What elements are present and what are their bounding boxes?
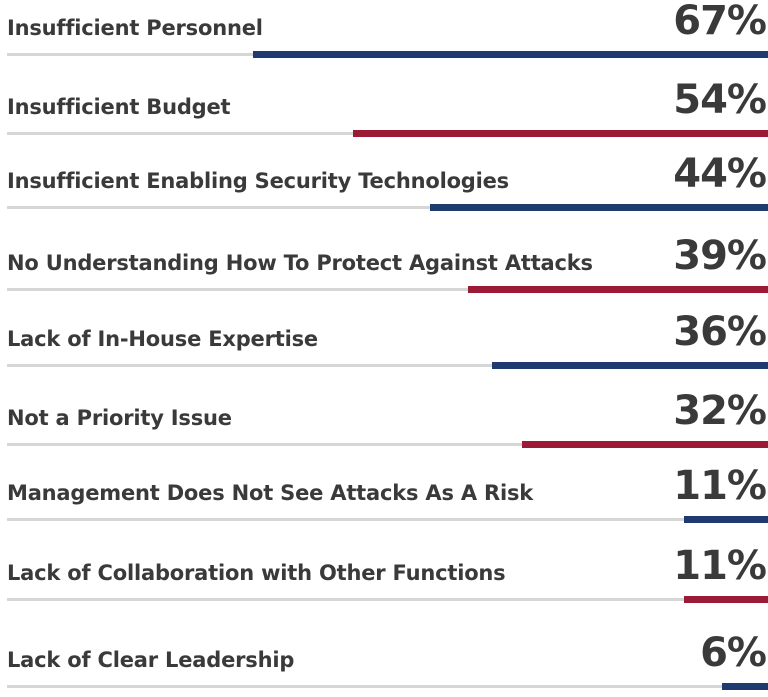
chart-row: No Understanding How To Protect Against … bbox=[0, 233, 768, 297]
bar bbox=[684, 516, 768, 523]
chart-row: Management Does Not See Attacks As A Ris… bbox=[0, 463, 768, 527]
bar-track bbox=[7, 685, 768, 688]
value-label: 39% bbox=[673, 233, 767, 279]
bar bbox=[722, 683, 768, 690]
bar bbox=[492, 362, 768, 369]
bar-track bbox=[7, 364, 768, 367]
value-label: 67% bbox=[673, 0, 767, 44]
category-label: Insufficient Personnel bbox=[7, 16, 263, 40]
chart-row: Lack of In-House Expertise 36% bbox=[0, 309, 768, 373]
category-label: Management Does Not See Attacks As A Ris… bbox=[7, 481, 534, 505]
category-label: No Understanding How To Protect Against … bbox=[7, 251, 593, 275]
bar bbox=[468, 286, 768, 293]
bar bbox=[522, 441, 768, 448]
bar-track bbox=[7, 518, 768, 521]
value-label: 44% bbox=[673, 151, 767, 197]
value-label: 6% bbox=[700, 630, 767, 676]
bar-track bbox=[7, 598, 768, 601]
value-label: 32% bbox=[673, 388, 767, 434]
category-label: Insufficient Enabling Security Technolog… bbox=[7, 169, 509, 193]
bar bbox=[353, 130, 768, 137]
category-label: Lack of Clear Leadership bbox=[7, 648, 295, 672]
bar-track bbox=[7, 288, 768, 291]
chart-row: Not a Priority Issue 32% bbox=[0, 388, 768, 452]
bar bbox=[430, 204, 768, 211]
chart-row: Insufficient Personnel 67% bbox=[0, 0, 768, 62]
value-label: 11% bbox=[673, 543, 767, 589]
value-label: 36% bbox=[673, 309, 767, 355]
value-label: 54% bbox=[673, 77, 767, 123]
chart-row: Insufficient Budget 54% bbox=[0, 77, 768, 141]
bar-track bbox=[7, 206, 768, 209]
value-label: 11% bbox=[673, 463, 767, 509]
category-label: Lack of Collaboration with Other Functio… bbox=[7, 561, 506, 585]
category-label: Not a Priority Issue bbox=[7, 406, 232, 430]
bar bbox=[253, 51, 768, 58]
chart-row: Insufficient Enabling Security Technolog… bbox=[0, 151, 768, 215]
chart-row: Lack of Clear Leadership 6% bbox=[0, 630, 768, 694]
chart-row: Lack of Collaboration with Other Functio… bbox=[0, 543, 768, 607]
category-label: Insufficient Budget bbox=[7, 95, 231, 119]
category-label: Lack of In-House Expertise bbox=[7, 327, 318, 351]
bar bbox=[684, 596, 768, 603]
bar-track bbox=[7, 443, 768, 446]
